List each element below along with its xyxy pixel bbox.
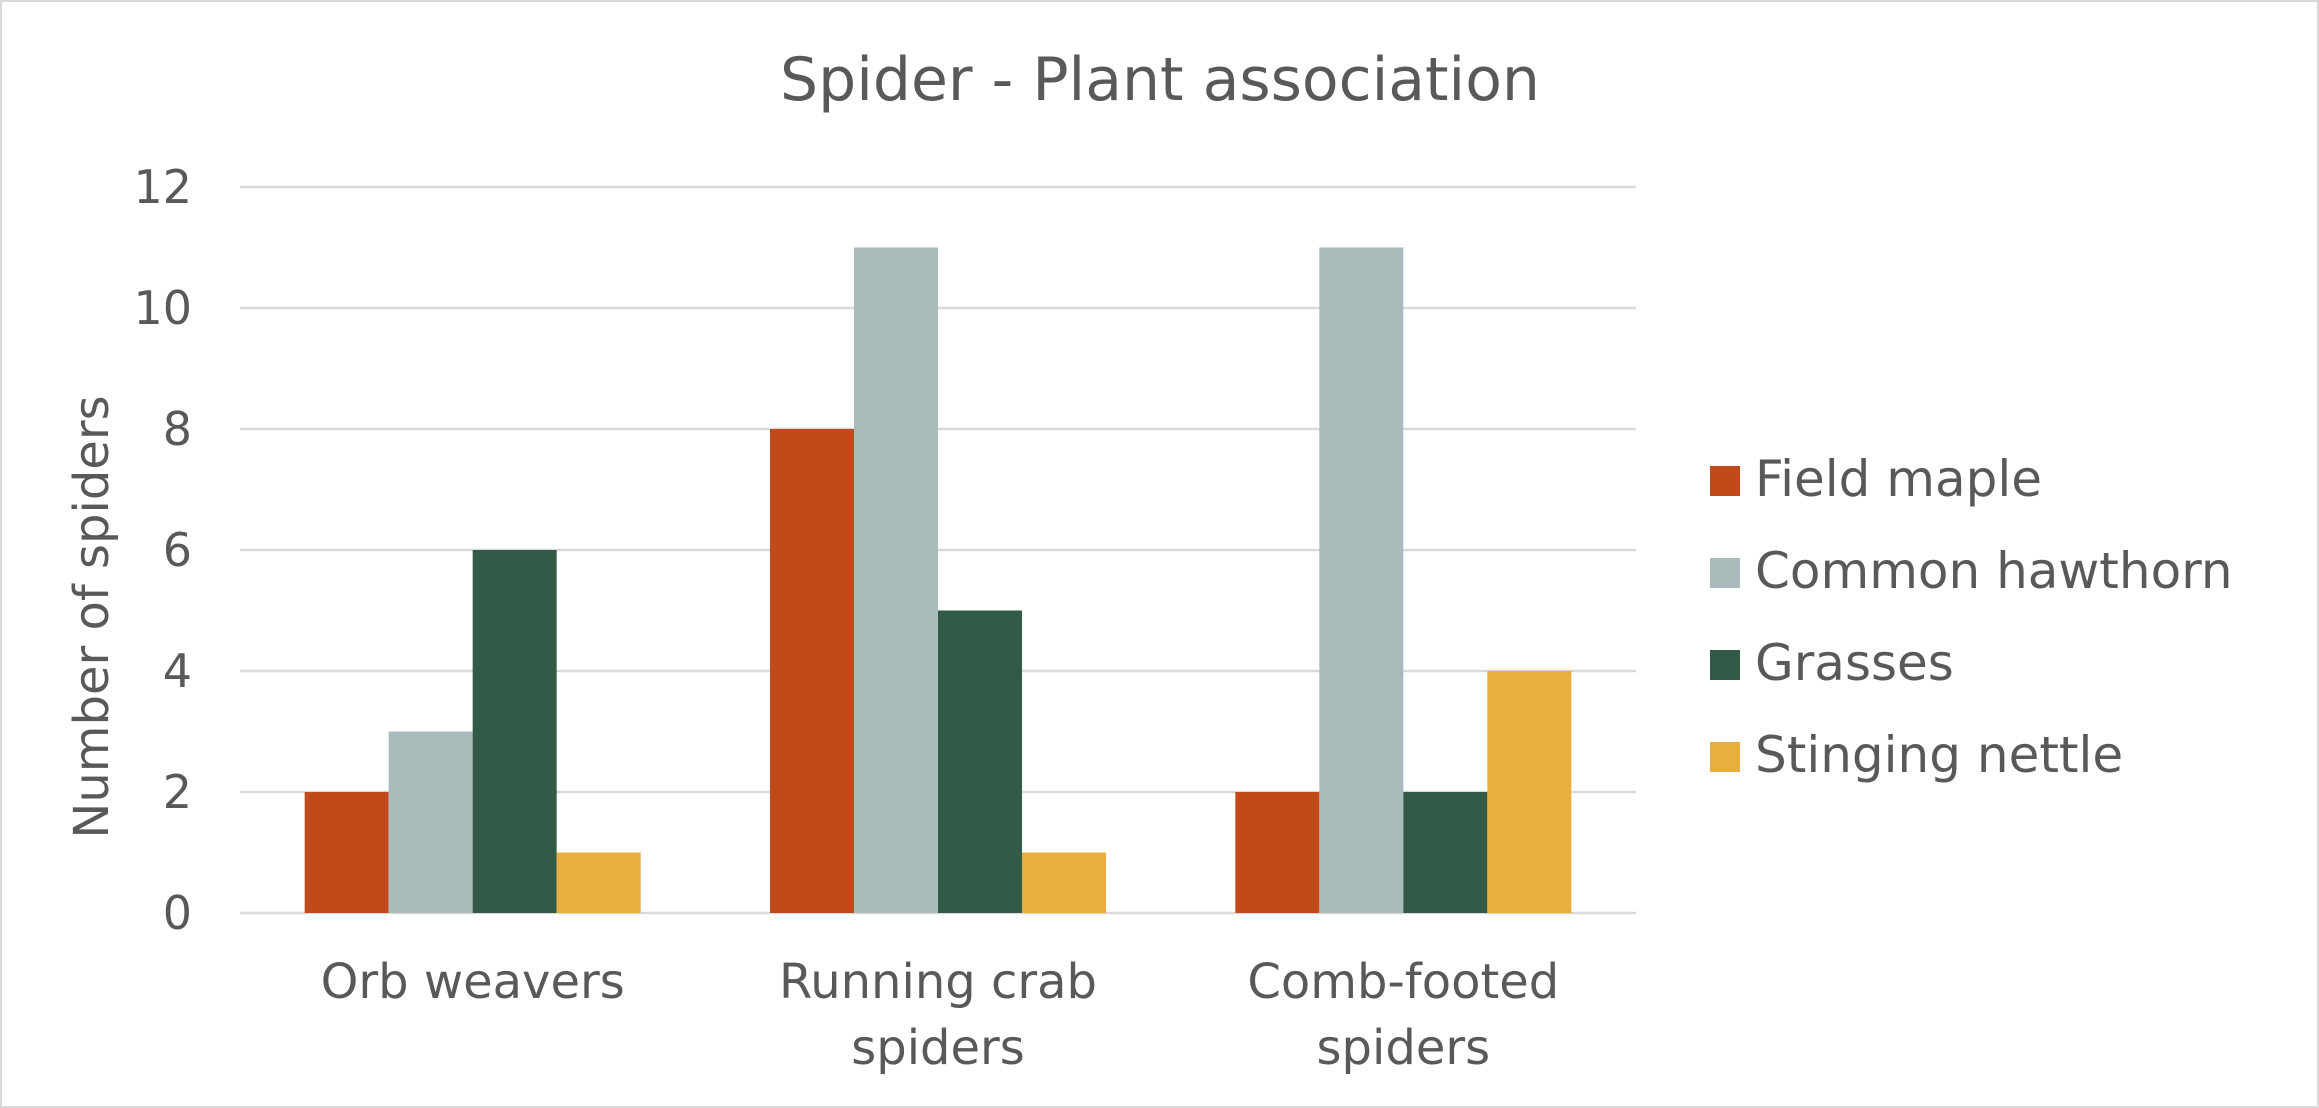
y-tick-label: 8 [163, 402, 192, 456]
legend-label: Grasses [1755, 634, 1954, 692]
legend-swatch [1710, 742, 1740, 772]
legend-label: Field maple [1755, 450, 2042, 508]
bar [472, 550, 557, 913]
x-category-label: Orb weavers [321, 954, 625, 1010]
legend-label: Stinging nettle [1755, 726, 2123, 784]
bar [1235, 792, 1320, 913]
bar [304, 792, 389, 913]
legend-label: Common hawthorn [1755, 542, 2233, 600]
bar [854, 247, 938, 913]
y-tick-label: 2 [163, 765, 192, 819]
bar [1022, 852, 1106, 913]
y-axis-label: Number of spiders [64, 395, 120, 838]
y-tick-label: 6 [163, 523, 192, 577]
bar [388, 731, 473, 913]
bar [1487, 671, 1572, 913]
x-category-label: Comb-footed spiders [1247, 954, 1559, 1076]
legend-swatch [1710, 558, 1740, 588]
bar [938, 610, 1022, 913]
bar [770, 429, 854, 913]
y-tick-label: 0 [163, 886, 192, 940]
legend-swatch [1710, 650, 1740, 680]
x-axis-categories: Orb weavers Running crab spiders Comb-foote… [321, 954, 1560, 1076]
chart-title: Spider - Plant association [780, 45, 1540, 115]
y-axis-ticks: 0 2 4 6 8 10 12 [133, 160, 192, 940]
legend-swatch [1710, 466, 1740, 496]
legend: Field maple Common hawthorn Grasses Stingin… [1710, 450, 2233, 784]
y-tick-label: 4 [163, 644, 192, 698]
bar [1319, 247, 1404, 913]
y-tick-label: 12 [133, 160, 192, 214]
bars [304, 247, 1572, 913]
x-category-label: Running crab spiders [779, 954, 1097, 1076]
bar [556, 852, 641, 913]
bar [1403, 792, 1488, 913]
y-tick-label: 10 [133, 281, 192, 335]
